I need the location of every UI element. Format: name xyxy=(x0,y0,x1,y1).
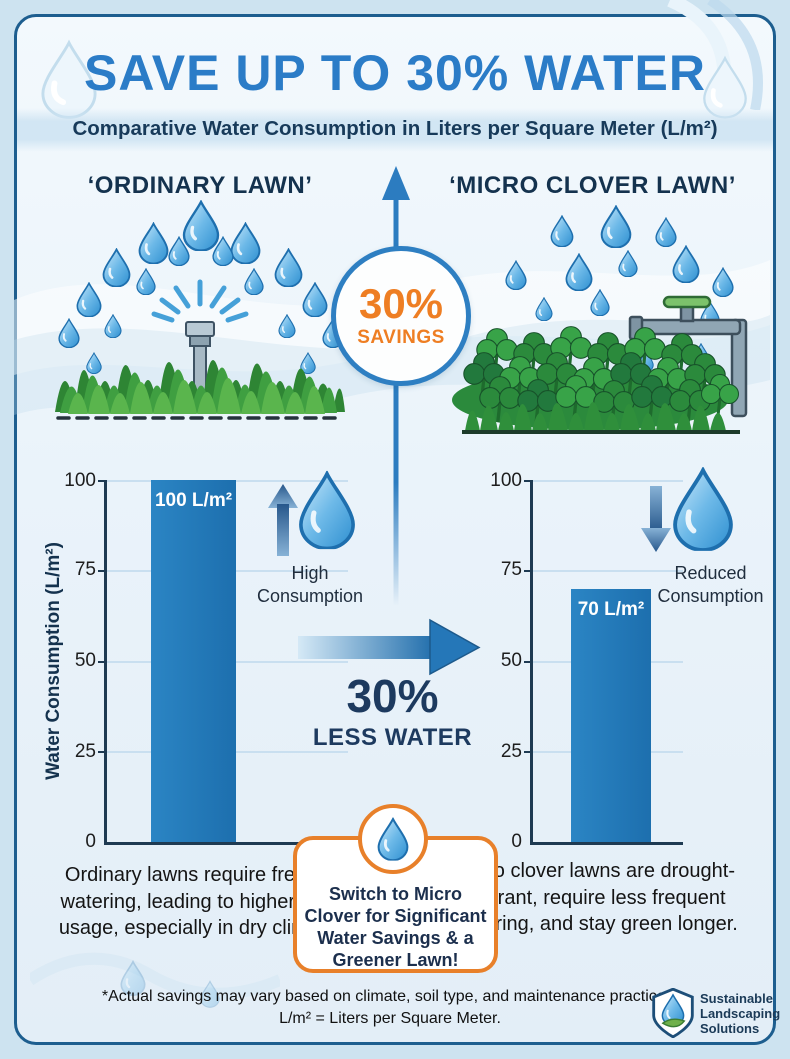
less-water-callout: 30% LESS WATER xyxy=(295,672,490,752)
less-water-percent: 30% xyxy=(346,670,439,722)
savings-badge-value: 30% xyxy=(358,280,444,327)
bar-value-label: 100 L/m² xyxy=(154,490,233,511)
y-tick-25: 25 xyxy=(500,741,522,762)
page-title: SAVE UP TO 30% WATER xyxy=(83,45,706,101)
footnote-line1: *Actual savings may vary based on climat… xyxy=(101,988,679,1005)
water-drop-icon xyxy=(298,466,356,554)
clover-lawn-illustration xyxy=(452,205,748,434)
callout-text: Switch to Micro Clover for Significant W… xyxy=(304,884,487,970)
y-tick-75: 75 xyxy=(500,559,522,580)
micro-clover-bar: 70 L/m² xyxy=(571,589,651,842)
water-drop-icon xyxy=(672,462,734,556)
ordinary-lawn-chart: 100 L/m² xyxy=(98,480,348,845)
callout-drop-badge xyxy=(358,804,428,874)
y-tick-100: 100 xyxy=(490,470,522,491)
up-arrow-icon xyxy=(268,484,298,556)
ordinary-lawn-heading: ‘ORDINARY LAWN’ xyxy=(87,172,313,199)
y-tick-0: 0 xyxy=(85,831,96,852)
y-tick-50: 50 xyxy=(74,650,96,671)
sprinkler-lawn-illustration xyxy=(55,200,345,420)
y-tick-25: 25 xyxy=(74,741,96,762)
high-consumption-label: High Consumption xyxy=(256,563,364,606)
y-tick-75: 75 xyxy=(74,559,96,580)
reduced-consumption-label: Reduced Consumption xyxy=(657,563,764,606)
bar-value-label: 70 L/m² xyxy=(577,599,645,620)
micro-clover-caption: Micro clover lawns are drought-tolerant,… xyxy=(453,860,738,936)
logo-line1: Sustainable xyxy=(700,991,773,1006)
y-tick-50: 50 xyxy=(500,650,522,671)
logo-line3: Solutions xyxy=(700,1020,760,1036)
footnote-line2: L/m² = Liters per Square Meter. xyxy=(279,1010,501,1027)
savings-badge: 30% SAVINGS xyxy=(331,246,471,386)
less-water-label: LESS WATER xyxy=(312,724,473,752)
ordinary-lawn-bar: 100 L/m² xyxy=(151,480,236,842)
y-tick-0: 0 xyxy=(511,831,522,852)
page-subtitle: Comparative Water Consumption in Liters … xyxy=(72,117,718,140)
logo-shield-icon xyxy=(652,988,694,1038)
logo-text: Sustainable Landscaping Solutions xyxy=(700,991,781,1037)
right-arrow-icon xyxy=(298,618,481,676)
savings-badge-label: SAVINGS xyxy=(357,327,445,348)
logo-line2: Landscaping xyxy=(700,1005,781,1021)
y-tick-100: 100 xyxy=(64,470,96,491)
micro-clover-chart: 70 L/m² xyxy=(524,480,683,845)
ordinary-lawn-caption: Ordinary lawns require frequent watering… xyxy=(58,864,352,940)
down-arrow-icon xyxy=(641,486,671,552)
up-arrow-icon xyxy=(382,166,410,606)
water-drop-icon xyxy=(377,817,409,861)
micro-clover-lawn-heading: ‘MICRO CLOVER LAWN’ xyxy=(449,172,736,199)
spray-lines xyxy=(151,279,249,323)
bottom-wave-decoration xyxy=(30,952,280,1008)
subtitle-band xyxy=(17,108,773,152)
